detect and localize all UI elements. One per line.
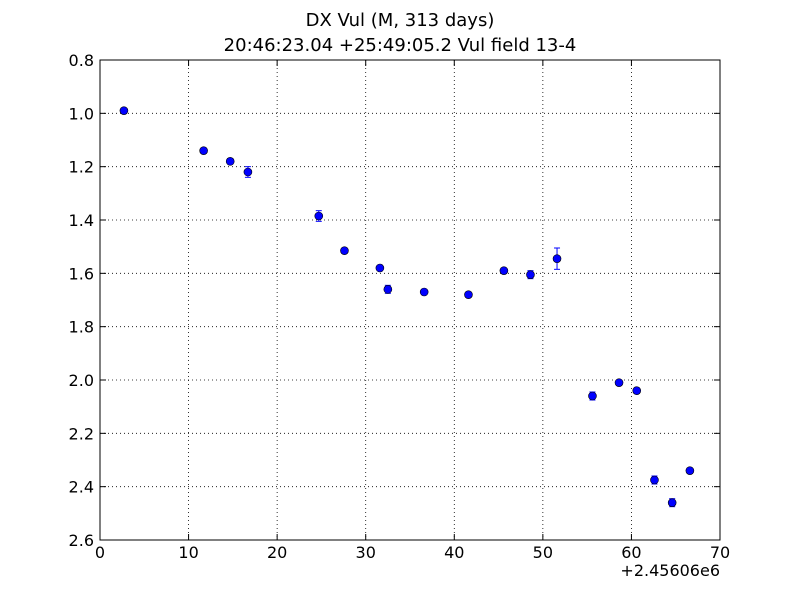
data-point: [383, 285, 393, 294]
data-points: [119, 106, 695, 508]
y-tick-label: 1.4: [69, 211, 94, 230]
grid-lines: [100, 60, 720, 540]
x-tick-label: 30: [356, 543, 376, 562]
data-point: [119, 106, 129, 115]
data-point: [340, 246, 349, 255]
y-tick-label: 1.2: [69, 158, 94, 177]
x-tick-label: 20: [267, 543, 287, 562]
x-tick-label: 10: [178, 543, 198, 562]
data-point: [464, 290, 473, 299]
data-point: [526, 270, 535, 279]
y-tick-label: 1.6: [69, 264, 94, 283]
data-point: [314, 211, 324, 221]
data-point: [225, 157, 235, 166]
x-tick-label: 60: [621, 543, 641, 562]
x-offset-label: +2.45606e6: [620, 561, 720, 580]
y-tick-label: 1.0: [69, 104, 94, 123]
chart-subtitle: 20:46:23.04 +25:49:05.2 Vul field 13-4: [223, 35, 577, 56]
tick-labels: 0 10 20 30 40 50 60 70 0.8 1.0 1.2 1.4 1.6 1.8 2.0 2.2 2…: [69, 51, 731, 562]
data-point: [499, 266, 509, 275]
data-point: [588, 391, 597, 401]
data-point: [632, 386, 642, 395]
y-tick-label: 2.4: [69, 478, 94, 497]
x-tick-label: 0: [95, 543, 105, 562]
y-tick-label: 1.8: [69, 318, 94, 337]
data-point: [650, 475, 659, 485]
y-tick-label: 2.2: [69, 424, 94, 443]
plot-frame: [99, 59, 721, 541]
chart-title: DX Vul (M, 313 days): [305, 10, 495, 31]
y-tick-label: 2.0: [69, 371, 94, 390]
axis-ticks: [99, 59, 721, 541]
x-tick-label: 50: [533, 543, 553, 562]
data-point: [614, 378, 624, 387]
data-point: [419, 287, 429, 297]
data-point: [685, 466, 695, 475]
y-tick-label: 2.6: [69, 531, 94, 550]
data-point: [199, 146, 208, 155]
x-tick-label: 40: [444, 543, 464, 562]
data-point: [375, 263, 385, 273]
y-tick-label: 0.8: [69, 51, 94, 70]
x-tick-label: 70: [710, 543, 730, 562]
data-point: [667, 498, 677, 507]
data-point: [243, 167, 253, 177]
data-point: [552, 254, 562, 263]
